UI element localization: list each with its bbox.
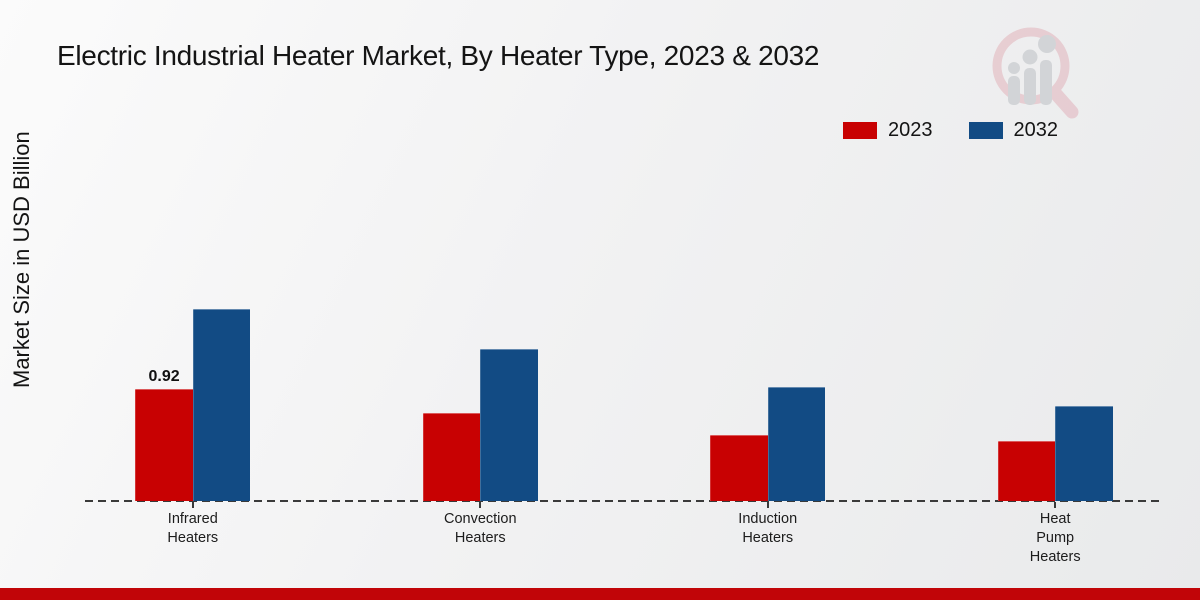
bar-2023-infrared-heaters xyxy=(135,389,193,501)
bar-2032-convection-heaters xyxy=(480,349,538,501)
bar-value-label: 0.92 xyxy=(148,368,180,385)
watermark-logo xyxy=(988,24,1092,125)
legend-label-2023: 2023 xyxy=(888,119,933,141)
legend-swatch-2032 xyxy=(968,122,1003,139)
magnifier-bar-chart-icon xyxy=(992,27,1079,119)
bar-2032-infrared-heaters xyxy=(192,309,251,501)
x-tick-heat-pump-heaters xyxy=(1054,502,1057,508)
x-axis-line xyxy=(85,500,1163,502)
category-label-heat-pump-heaters: Heat Pump Heaters xyxy=(1029,511,1081,566)
bar-2032-heat-pump-heaters xyxy=(1055,406,1113,501)
bar-2032-induction-heaters xyxy=(767,387,826,501)
legend-item-2032: 2032 xyxy=(968,119,1059,142)
bar-2023-induction-heaters xyxy=(710,435,768,501)
x-tick-convection-heaters xyxy=(479,502,482,508)
x-tick-induction-heaters xyxy=(766,502,769,508)
category-label-induction-heaters: Induction Heaters xyxy=(738,511,798,547)
bar-2023-convection-heaters xyxy=(422,413,481,501)
legend-label-2032: 2032 xyxy=(1013,119,1059,141)
category-label-infrared-heaters: Infrared Heaters xyxy=(167,511,219,547)
legend-item-2023: 2023 xyxy=(843,119,933,142)
legend-swatch-2023 xyxy=(843,122,877,139)
chart-title: Electric Industrial Heater Market, By He… xyxy=(57,40,820,71)
category-label-convection-heaters: Convection Heaters xyxy=(443,511,517,547)
x-tick-infrared-heaters xyxy=(191,502,194,508)
legend: 2023 2032 xyxy=(843,119,1058,142)
bottom-red-strip xyxy=(0,588,1200,600)
bar-2023-heat-pump-heaters xyxy=(997,441,1056,501)
